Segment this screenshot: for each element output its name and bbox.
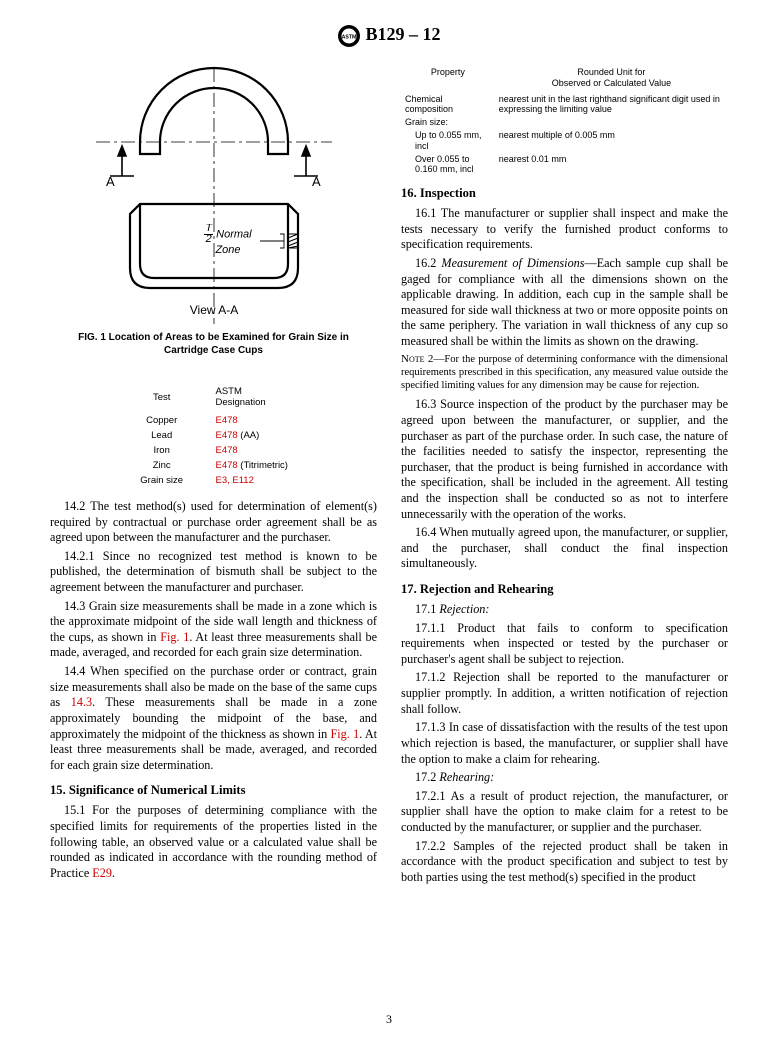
- two-column-layout: A A: [50, 66, 728, 888]
- svg-text:View A-A: View A-A: [189, 303, 237, 317]
- tests-table-row: Zinc E478 (Titrimetric): [111, 459, 316, 472]
- figure-1-drawing: A A: [84, 66, 344, 326]
- rounding-property: Grain size:: [401, 116, 495, 129]
- test-suffix: (Titrimetric): [238, 460, 288, 471]
- figure-1-caption: FIG. 1 Location of Areas to be Examined …: [74, 332, 353, 357]
- page: ASTM B129 – 12: [0, 0, 778, 1041]
- para-16.3: 16.3 Source inspection of the product by…: [401, 397, 728, 522]
- svg-text:A: A: [106, 174, 115, 189]
- figure-1: A A: [50, 66, 377, 357]
- test-designation-link[interactable]: E478: [215, 445, 237, 456]
- para-17.1.3: 17.1.3 In case of dissatisfaction with t…: [401, 720, 728, 767]
- e29-link[interactable]: E29: [92, 866, 112, 880]
- test-name: Iron: [111, 444, 213, 457]
- rounding-value: nearest unit in the last righthand signi…: [495, 93, 728, 117]
- right-column: Property Rounded Unit for Observed or Ca…: [401, 66, 728, 888]
- designation-text: B129 – 12: [365, 24, 440, 44]
- para-14.2.1: 14.2.1 Since no recognized test method i…: [50, 549, 377, 596]
- rounding-property: Up to 0.055 mm, incl: [401, 129, 495, 153]
- para-17.1: 17.1 Rejection:: [401, 602, 728, 618]
- rounding-value: [495, 116, 728, 129]
- left-column: A A: [50, 66, 377, 888]
- tests-table-row: Copper E478: [111, 414, 316, 427]
- note-2: Note 2—For the purpose of determining co…: [401, 353, 728, 393]
- test-designation-link[interactable]: E478: [215, 415, 237, 426]
- tests-table-row: Grain size E3, E112: [111, 474, 316, 487]
- para-14.4: 14.4 When specified on the purchase orde…: [50, 664, 377, 773]
- rounding-row: Up to 0.055 mm, incl nearest multiple of…: [401, 129, 728, 153]
- para-16.4: 16.4 When mutually agreed upon, the manu…: [401, 525, 728, 572]
- para-16.1: 16.1 The manufacturer or supplier shall …: [401, 206, 728, 253]
- para-17.2.1: 17.2.1 As a result of product rejection,…: [401, 789, 728, 836]
- test-designation-link[interactable]: E478: [215, 460, 237, 471]
- test-name: Zinc: [111, 459, 213, 472]
- para-15.1: 15.1 For the purposes of determining com…: [50, 803, 377, 881]
- rounding-header-unit: Rounded Unit for Observed or Calculated …: [495, 66, 728, 93]
- tests-table-row: Iron E478: [111, 444, 316, 457]
- rounding-table-body: Chemical composition nearest unit in the…: [401, 93, 728, 177]
- rounding-value: nearest 0.01 mm: [495, 153, 728, 177]
- rounding-property: Over 0.055 to 0.160 mm, incl: [401, 153, 495, 177]
- svg-text:A: A: [312, 174, 321, 189]
- test-designation-link[interactable]: E3, E112: [215, 475, 253, 486]
- astm-logo-icon: ASTM: [337, 24, 361, 48]
- rounding-row: Over 0.055 to 0.160 mm, incl nearest 0.0…: [401, 153, 728, 177]
- rounding-row: Grain size:: [401, 116, 728, 129]
- para-14.3: 14.3 Grain size measurements shall be ma…: [50, 599, 377, 661]
- section-16-heading: 16. Inspection: [401, 186, 728, 201]
- tests-table: Test ASTM Designation Copper E478 Lead E…: [109, 383, 318, 489]
- rounding-property: Chemical composition: [401, 93, 495, 117]
- rounding-row: Chemical composition nearest unit in the…: [401, 93, 728, 117]
- para-17.1.2: 17.1.2 Rejection shall be reported to th…: [401, 670, 728, 717]
- tests-table-header-desig: ASTM Designation: [214, 385, 316, 412]
- section-17-heading: 17. Rejection and Rehearing: [401, 582, 728, 597]
- tests-table-body: Copper E478 Lead E478 (AA) Iron E478 Zin…: [111, 414, 316, 487]
- test-name: Grain size: [111, 474, 213, 487]
- fig1-link[interactable]: Fig. 1: [160, 630, 189, 644]
- test-designation-link[interactable]: E478: [215, 430, 237, 441]
- para-17.2.2: 17.2.2 Samples of the rejected product s…: [401, 839, 728, 886]
- test-name: Lead: [111, 429, 213, 442]
- para-17.2: 17.2 Rehearing:: [401, 770, 728, 786]
- test-name: Copper: [111, 414, 213, 427]
- para-16.2: 16.2 Measurement of Dimensions—Each samp…: [401, 256, 728, 350]
- rounding-value: nearest multiple of 0.005 mm: [495, 129, 728, 153]
- page-number: 3: [0, 1012, 778, 1027]
- rounding-header-property: Property: [401, 66, 495, 93]
- tests-table-row: Lead E478 (AA): [111, 429, 316, 442]
- svg-text:ASTM: ASTM: [342, 35, 357, 41]
- tests-table-header-test: Test: [111, 385, 213, 412]
- standard-header: ASTM B129 – 12: [50, 24, 728, 48]
- section-15-heading: 15. Significance of Numerical Limits: [50, 783, 377, 798]
- rounding-table: Property Rounded Unit for Observed or Ca…: [401, 66, 728, 176]
- para-14.2: 14.2 The test method(s) used for determi…: [50, 499, 377, 546]
- fig1-link-2[interactable]: Fig. 1: [331, 727, 360, 741]
- test-suffix: (AA): [238, 430, 260, 441]
- ref-14.3-link[interactable]: 14.3: [71, 695, 92, 709]
- para-17.1.1: 17.1.1 Product that fails to conform to …: [401, 621, 728, 668]
